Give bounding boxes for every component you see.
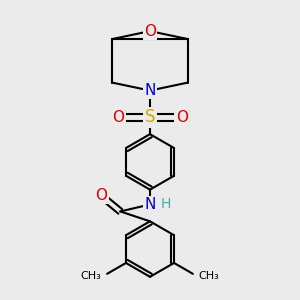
Text: CH₃: CH₃ [80, 271, 101, 281]
Text: N: N [144, 197, 156, 212]
Text: O: O [112, 110, 124, 125]
Text: O: O [176, 110, 188, 125]
Text: H: H [161, 197, 171, 212]
Text: CH₃: CH₃ [199, 271, 220, 281]
Text: O: O [95, 188, 107, 203]
Text: S: S [145, 108, 155, 126]
Text: N: N [144, 83, 156, 98]
Text: O: O [144, 24, 156, 39]
